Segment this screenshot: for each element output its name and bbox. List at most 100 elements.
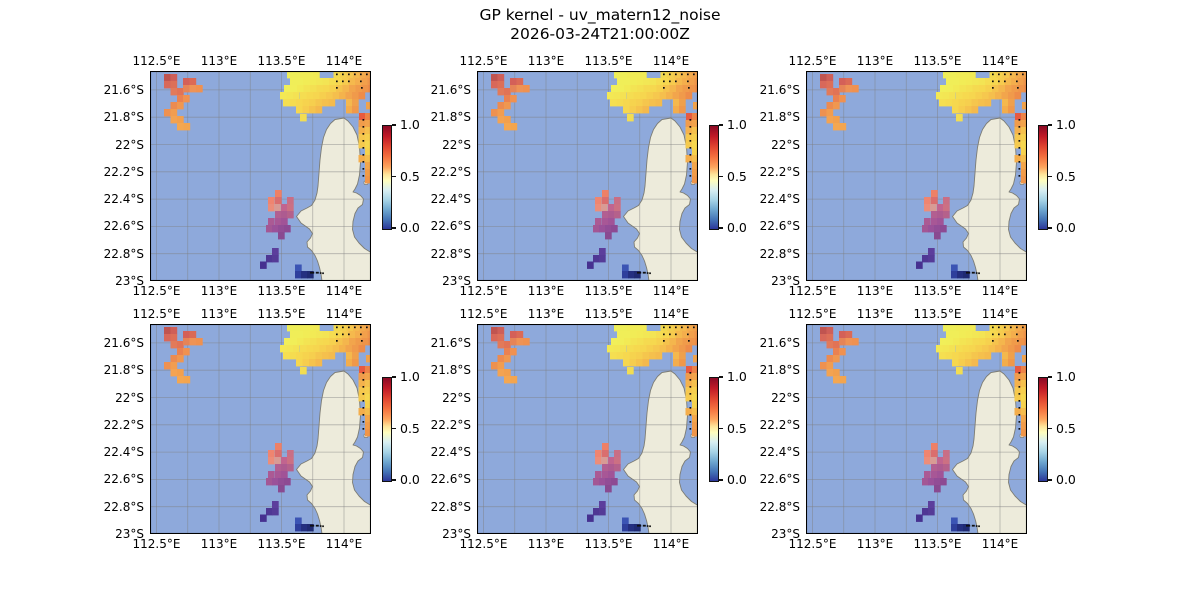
data-cell [820,109,827,117]
data-cell [504,348,511,356]
data-cell [601,204,608,212]
data-cell [685,408,693,416]
data-cell [662,78,670,86]
data-cell [290,78,297,86]
data-cell [692,366,698,374]
data-cell [358,394,366,402]
significance-dot [998,326,1000,329]
data-cell [991,78,999,86]
data-cell [689,338,696,346]
data-cell [266,225,273,233]
data-cell [916,514,923,522]
colorbar-2: 1.0 0.5 0.0 [709,118,757,235]
data-cell [599,478,606,486]
data-cell [605,225,612,233]
data-cell [965,331,973,339]
data-cell [978,352,985,360]
data-cell [358,120,366,128]
data-cell [839,376,847,384]
y-tick-label: 22.8°S [759,246,800,261]
significance-dot [687,80,689,83]
data-cell [845,78,853,86]
data-cell [1015,324,1023,332]
data-cell [1021,169,1027,177]
data-cell [939,352,946,360]
data-cell [969,71,976,79]
data-cell [368,85,371,93]
data-cell [358,345,366,353]
colorbar-gradient [709,377,719,482]
significance-dot [362,147,365,149]
data-cell [309,359,316,367]
data-cell [826,369,834,377]
data-cell [504,341,511,349]
significance-dot [1016,333,1018,336]
data-cell [992,85,999,93]
data-cell [685,394,693,402]
data-cell [956,71,963,79]
data-cell [307,271,314,279]
data-cell [358,141,366,149]
data-cell [676,85,683,93]
data-cell [365,429,371,437]
data-cell [164,74,171,82]
significance-dot [689,372,692,374]
data-cell [636,78,644,86]
data-cell [293,324,301,332]
data-cell [1022,355,1027,363]
data-cell [692,120,698,128]
data-cell [595,218,602,226]
data-cell [611,85,618,93]
data-cell [931,464,938,472]
data-cell [959,338,967,346]
significance-dot [366,73,368,76]
significance-dot [675,333,677,336]
data-cell [982,345,989,353]
data-cell [365,380,371,388]
data-cell [358,155,366,163]
data-cell [323,338,330,346]
data-cell [601,457,608,465]
data-cell [362,85,369,93]
data-cell [957,271,964,279]
data-cell [352,345,359,353]
data-cell [679,106,686,114]
data-cell [1009,324,1016,332]
x-tick-label-top: 113.5°E [913,54,962,68]
data-cell [655,99,663,107]
data-cell [965,106,972,114]
colorbar-tick [1048,175,1052,178]
significance-dot [348,73,350,76]
data-cell [516,85,524,93]
data-cell [679,352,686,360]
data-cell [275,197,282,205]
y-tick-label: 22.2°S [103,164,144,179]
data-cell [659,345,667,353]
data-cell [322,331,330,339]
significance-dot [669,326,671,329]
data-cell [602,464,609,472]
data-cell [614,450,621,458]
data-cell [826,327,834,335]
y-tick-label: 23°S [115,527,144,541]
colorbar-tick-label: 0.0 [1056,220,1076,235]
significance-dot [342,73,344,76]
significance-dot [1018,126,1021,128]
y-tick-label: 21.6°S [759,335,800,350]
data-cell [170,102,178,110]
data-cell [946,85,954,93]
data-cell [934,478,941,486]
data-cell [319,92,327,100]
data-cell [833,355,840,363]
data-cell [613,92,621,100]
data-cell [281,471,288,479]
data-cell [624,338,631,346]
data-cell [608,457,615,465]
data-cell [653,345,660,353]
data-cell [839,338,846,346]
significance-dot [1018,133,1021,135]
data-cell [988,92,996,100]
data-cell [365,113,371,121]
data-cell [679,345,686,353]
data-cell [289,99,297,107]
